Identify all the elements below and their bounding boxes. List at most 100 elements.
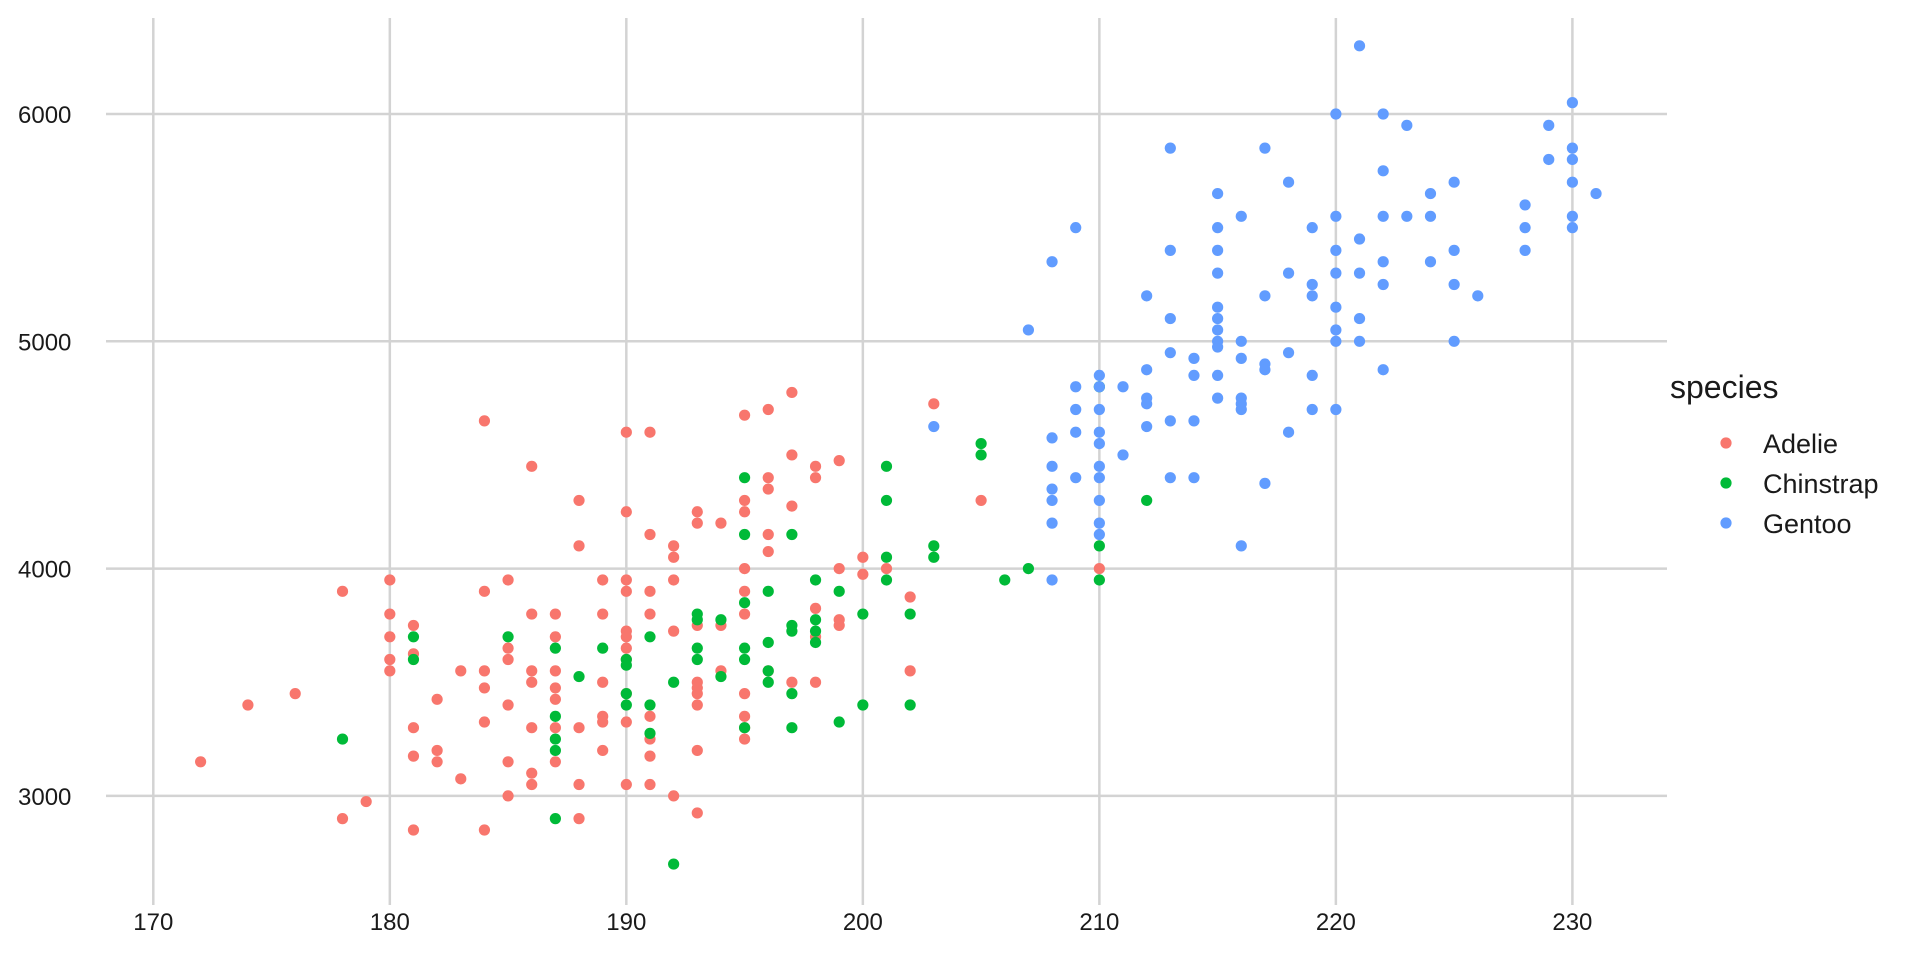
data-point <box>644 631 656 643</box>
data-point <box>502 653 514 666</box>
data-point <box>1448 335 1460 347</box>
data-point <box>1424 187 1437 200</box>
data-point <box>1070 381 1082 393</box>
data-point <box>1424 210 1437 222</box>
data-point <box>1022 563 1035 575</box>
data-point <box>1377 165 1389 177</box>
x-tick-label: 230 <box>1552 909 1592 936</box>
data-point <box>1306 290 1318 302</box>
data-point <box>1093 437 1105 450</box>
data-point <box>1164 244 1176 256</box>
data-point <box>644 778 656 791</box>
y-tick-label: 5000 <box>18 329 71 356</box>
data-point <box>880 494 893 507</box>
data-point <box>762 403 774 416</box>
data-point <box>336 733 349 745</box>
data-point <box>549 608 561 620</box>
data-point <box>407 653 420 666</box>
data-point <box>195 756 207 768</box>
data-point <box>360 795 372 808</box>
data-point <box>691 653 703 666</box>
data-point <box>1046 483 1058 495</box>
data-point <box>455 665 467 677</box>
data-point <box>1377 364 1389 376</box>
data-point <box>1330 244 1342 256</box>
data-point <box>1259 142 1271 154</box>
data-point <box>644 727 656 739</box>
data-point <box>762 676 774 688</box>
data-point <box>478 682 491 694</box>
data-point <box>786 676 798 688</box>
data-point <box>1093 472 1105 484</box>
data-point <box>1235 335 1247 347</box>
x-tick-label: 190 <box>606 909 646 936</box>
data-point <box>644 426 656 438</box>
data-point <box>738 642 751 654</box>
data-point <box>1543 119 1555 131</box>
data-point <box>1259 364 1271 376</box>
data-point <box>1093 517 1105 529</box>
data-point <box>1212 312 1224 325</box>
data-point <box>668 551 680 563</box>
data-point <box>384 665 396 677</box>
data-point <box>1401 210 1413 222</box>
data-point <box>786 625 798 637</box>
data-point <box>1282 267 1295 279</box>
data-point <box>786 722 798 734</box>
data-point <box>1212 187 1224 200</box>
data-point <box>1117 449 1129 461</box>
data-point <box>762 528 774 541</box>
data-point <box>1353 233 1366 245</box>
data-point <box>857 568 869 580</box>
data-point <box>384 653 396 666</box>
data-point <box>1590 187 1602 200</box>
data-point <box>833 455 845 467</box>
data-point <box>1566 142 1578 154</box>
data-point <box>549 631 561 643</box>
data-point <box>1212 369 1224 382</box>
data-point <box>1543 153 1555 166</box>
data-point <box>1519 222 1531 234</box>
data-point <box>928 398 940 410</box>
data-point <box>478 716 491 728</box>
data-point <box>644 699 656 711</box>
data-point <box>549 642 561 654</box>
data-point <box>1141 398 1153 410</box>
data-point <box>1282 426 1295 438</box>
data-point <box>549 710 561 722</box>
data-point <box>478 415 491 427</box>
data-point <box>762 636 774 649</box>
data-point <box>1188 415 1200 427</box>
data-point <box>738 563 751 575</box>
data-point <box>1566 222 1578 234</box>
data-point <box>1235 210 1247 222</box>
data-point <box>549 744 561 757</box>
data-point <box>1259 477 1271 489</box>
series-gentoo <box>928 40 1602 586</box>
data-point <box>738 597 751 609</box>
data-point <box>289 688 301 700</box>
data-point <box>502 574 514 586</box>
data-point <box>762 545 774 558</box>
data-point <box>384 574 396 586</box>
legend-key-chinstrap <box>1720 477 1732 489</box>
data-point <box>1188 369 1200 382</box>
data-point <box>738 653 751 666</box>
data-point <box>1141 494 1153 507</box>
data-point <box>1093 369 1105 382</box>
data-point <box>620 642 632 654</box>
data-point <box>644 710 656 722</box>
data-point <box>1164 142 1176 154</box>
data-point <box>762 483 774 495</box>
data-point <box>738 733 751 745</box>
data-point <box>1306 369 1318 382</box>
data-point <box>691 688 703 700</box>
data-point <box>1424 256 1437 268</box>
data-point <box>644 528 656 541</box>
y-tick-label: 4000 <box>18 557 71 584</box>
data-point <box>809 625 822 637</box>
data-point <box>1164 312 1176 325</box>
data-point <box>549 756 561 768</box>
data-point <box>431 744 443 757</box>
data-point <box>597 676 609 688</box>
